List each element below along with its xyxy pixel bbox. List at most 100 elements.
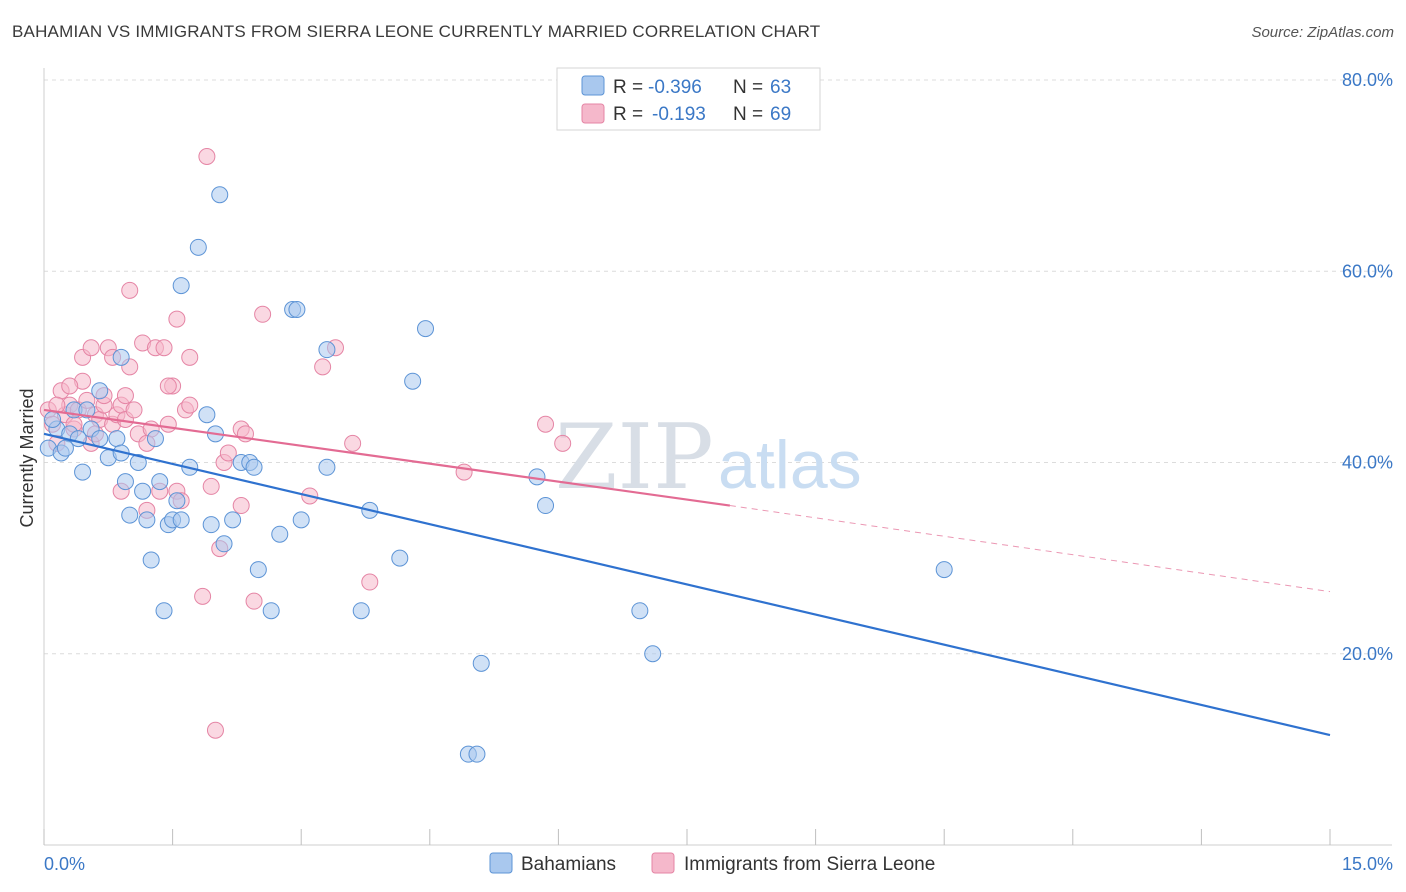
bahamians-point [134,482,152,500]
sierra-leone-point [159,377,177,395]
sierra-leone-point [455,463,473,481]
bahamians-point [198,406,216,424]
y-tick-label: 40.0% [1342,453,1393,473]
bahamians-point [391,549,409,567]
bahamians-point [91,382,109,400]
sierra-leone-point [219,444,237,462]
sierra-leone-point [194,587,212,605]
bahamians-point [249,561,267,579]
bahamians-point [215,535,233,553]
bahamians-point [74,463,92,481]
legend-n-value-2: 69 [770,104,791,125]
bahamians-point [121,506,139,524]
sierra-leone-point [202,477,220,495]
sierra-leone-point [232,497,250,515]
sierra-leone-point [537,415,555,433]
legend-r-label-2: R = [613,104,643,125]
y-tick-labels: 20.0% 40.0% 60.0% 80.0% [1342,70,1393,664]
bahamians-point [472,654,490,672]
bahamians-point [44,410,62,428]
bahamians-point [138,511,156,529]
legend-n-label-1: N = [733,77,763,98]
sierra-leone-point [116,387,134,405]
x-tick-label: 15.0% [1342,854,1393,874]
sierra-leone-point [61,377,79,395]
sierra-leone-point [344,434,362,452]
bahamians-point [91,430,109,448]
sierra-leone-point [159,415,177,433]
legend-r-value-2: -0.193 [652,104,706,125]
sierra-leone-point [245,592,263,610]
bahamians-point [56,439,74,457]
sierra-leone-point [168,310,186,328]
bahamians-point [271,525,289,543]
chart-source: Source: ZipAtlas.com [1251,24,1394,41]
bahamians-point [631,602,649,620]
bahamians-point [129,454,147,471]
bahamians-point [224,511,242,529]
bahamians-point [352,602,370,620]
legend-swatch-pink [581,103,605,124]
sierra-leone-point [121,281,139,299]
bahamians-point [292,511,310,529]
sierra-leone-point [361,573,379,591]
bahamians-point [116,473,134,491]
bahamians-point [142,551,160,569]
bahamians-point [146,430,164,448]
bahamians-point [468,745,486,763]
sierra-leone-point [206,721,224,739]
bahamians-point [155,602,173,620]
trend-lines [43,408,1331,737]
sierra-leone-point [181,396,199,414]
sierra-leone-point [254,305,272,323]
sierra-leone-point [181,348,199,366]
legend-r-value-1: -0.396 [648,77,702,98]
bahamians-point [112,348,130,366]
bahamians-point [189,238,207,256]
sierra-leone-point [82,339,100,357]
y-axis-title: Currently Married [17,388,37,527]
bahamians-point [644,645,662,663]
legend-r-label-1: R = [613,77,643,98]
bahamians-point [78,401,96,419]
sierra-leone-trend-extension [729,505,1331,593]
y-tick-label: 20.0% [1342,644,1393,664]
bahamians-point [417,320,435,338]
series-bahamians-points [39,186,953,763]
x-tick-labels: 0.0% 15.0% [44,854,1393,874]
bahamians-point [245,458,263,476]
bahamians-point [211,186,229,204]
correlation-legend: R = -0.396 N = 63 R = -0.193 N = 69 [556,67,821,131]
bahamians-point [318,341,336,359]
bottom-legend-sierra-leone: Immigrants from Sierra Leone [684,854,935,875]
y-tick-label: 60.0% [1342,261,1393,281]
legend-n-label-2: N = [733,104,763,125]
sierra-leone-point [125,401,143,419]
x-tick-label: 0.0% [44,854,85,874]
sierra-leone-point [314,358,332,376]
watermark-atlas: atlas [718,427,862,503]
bottom-legend-swatch-bahamians [489,852,513,874]
bahamians-point [935,561,953,579]
bahamians-point [262,602,280,620]
legend-n-value-1: 63 [770,77,791,98]
sierra-leone-trend-line [43,408,731,507]
grid-lines [44,79,1392,655]
bahamians-point [288,301,306,318]
bahamians-point [318,458,336,476]
sierra-leone-point [554,434,572,452]
bahamians-point [202,516,220,534]
zipatlas-watermark: ZIP atlas [555,405,862,510]
watermark-zip: ZIP [555,405,714,510]
bahamians-point [404,372,422,390]
bahamians-point [537,497,555,515]
bahamians-point [168,492,186,510]
bahamians-point [108,430,126,448]
y-tick-label: 80.0% [1342,70,1393,90]
sierra-leone-point [198,148,216,165]
chart-title: BAHAMIAN VS IMMIGRANTS FROM SIERRA LEONE… [12,22,821,41]
bahamians-point [151,473,169,491]
bottom-legend-bahamians: Bahamians [521,854,616,875]
series-legend: Bahamians Immigrants from Sierra Leone [489,852,935,875]
